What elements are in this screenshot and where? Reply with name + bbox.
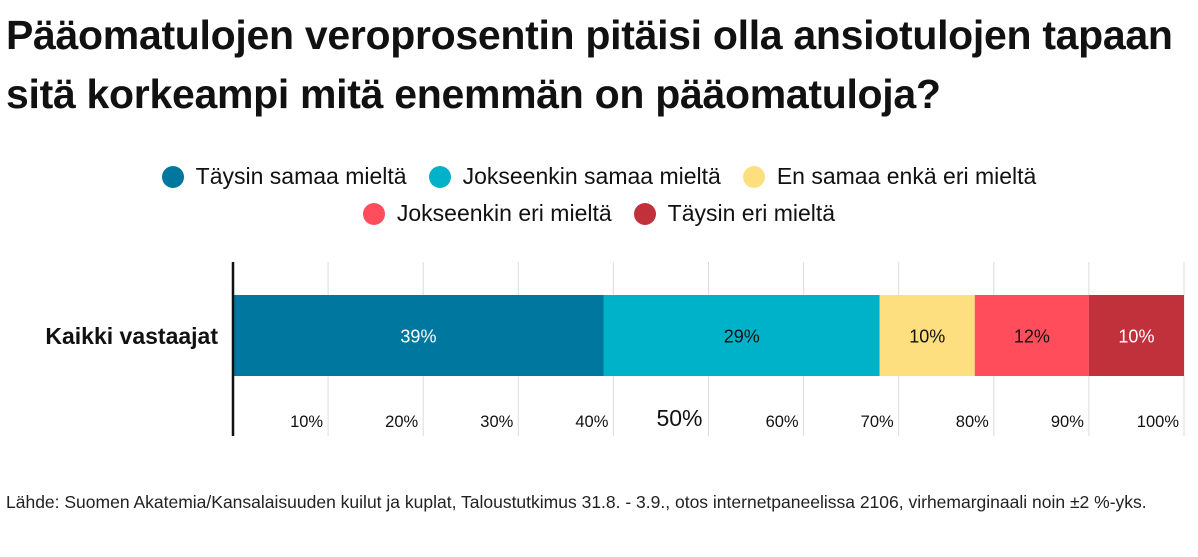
source-note: Lähde: Suomen Akatemia/Kansalaisuuden ku… xyxy=(6,492,1147,512)
chart-title: Pääomatulojen veroprosentin pitäisi olla… xyxy=(6,12,1173,117)
data-label: 10% xyxy=(909,327,945,347)
legend-swatch-en-samaa-enka-eri xyxy=(742,165,765,188)
legend-row-1: Täysin samaa mieltä Jokseenkin samaa mie… xyxy=(0,158,1198,195)
legend-swatch-jokseenkin-samaa xyxy=(428,165,451,188)
legend-label-jokseenkin-samaa: Jokseenkin samaa mieltä xyxy=(462,163,721,189)
bar-segments xyxy=(233,295,1184,376)
legend: Täysin samaa mieltä Jokseenkin samaa mie… xyxy=(0,158,1198,232)
legend-item-en-samaa-enka-eri: En samaa enkä eri mieltä xyxy=(742,158,1037,195)
legend-item-jokseenkin-samaa: Jokseenkin samaa mieltä xyxy=(428,158,721,195)
bar-segment xyxy=(1088,295,1184,376)
legend-item-taysin-eri: Täysin eri mieltä xyxy=(633,195,836,232)
legend-row-2: Jokseenkin eri mieltä Täysin eri mieltä xyxy=(0,195,1198,232)
legend-label-taysin-eri: Täysin eri mieltä xyxy=(667,200,836,226)
category-label: Kaikki vastaajat xyxy=(45,323,218,349)
legend-label-taysin-samaa: Täysin samaa mieltä xyxy=(195,163,407,189)
x-tick-label: 50% xyxy=(656,405,702,431)
legend-swatch-taysin-samaa xyxy=(161,165,184,188)
x-tick-label: 30% xyxy=(480,413,513,431)
bar-segment xyxy=(879,295,975,376)
x-tick-label: 70% xyxy=(861,413,894,431)
x-tick-label: 80% xyxy=(956,413,989,431)
bar-segment xyxy=(233,295,604,376)
legend-label-en-samaa-enka-eri: En samaa enkä eri mieltä xyxy=(776,163,1037,189)
bar-segment xyxy=(603,295,880,376)
legend-swatch-jokseenkin-eri xyxy=(362,202,385,225)
data-label: 39% xyxy=(400,327,436,347)
x-tick-label: 10% xyxy=(290,413,323,431)
x-tick-labels: 10% 20% 30% 40% 50% 60% 70% 80% 90% 100% xyxy=(290,405,1179,431)
legend-swatch-taysin-eri xyxy=(633,202,656,225)
data-label: 29% xyxy=(724,327,760,347)
x-tick-label: 100% xyxy=(1137,413,1180,431)
bar-segment xyxy=(974,295,1089,376)
x-tick-label: 90% xyxy=(1051,413,1084,431)
data-label: 12% xyxy=(1014,327,1050,347)
data-label: 10% xyxy=(1118,327,1154,347)
x-tick-label: 40% xyxy=(575,413,608,431)
legend-label-jokseenkin-eri: Jokseenkin eri mieltä xyxy=(396,200,612,226)
x-tick-label: 60% xyxy=(766,413,799,431)
legend-item-taysin-samaa: Täysin samaa mieltä xyxy=(161,158,407,195)
x-tick-label: 20% xyxy=(385,413,418,431)
data-labels: 39% 29% 10% 12% 10% xyxy=(400,327,1154,347)
legend-item-jokseenkin-eri: Jokseenkin eri mieltä xyxy=(362,195,612,232)
